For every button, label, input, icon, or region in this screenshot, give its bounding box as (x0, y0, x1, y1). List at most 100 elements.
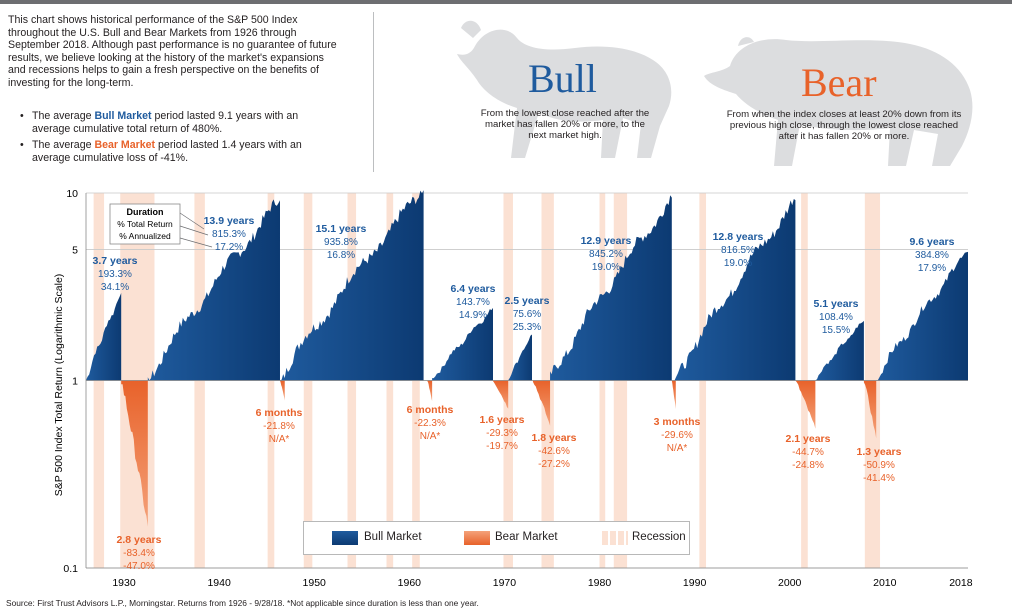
key-leader-line (179, 212, 205, 230)
x-tick-label: 1990 (683, 577, 707, 589)
bear-market-area (532, 380, 551, 426)
bear-duration-label: 1.3 years (857, 446, 902, 458)
bull-total-return-label: 193.3% (98, 269, 132, 280)
x-tick-label: 1980 (588, 577, 612, 589)
bear-annualized-label: N/A* (667, 443, 688, 454)
bear-annualized-label: -19.7% (486, 441, 518, 452)
bear-duration-label: 6 months (256, 407, 303, 419)
x-tick-label: 1960 (398, 577, 422, 589)
x-tick-label: 1970 (493, 577, 517, 589)
bear-market-area (863, 380, 877, 439)
bull-annualized-label: 19.0% (592, 262, 620, 273)
bullet-dot: • (20, 110, 24, 122)
bear-market-area (279, 380, 285, 401)
bull-market-area (147, 199, 280, 381)
bull-title: Bull (528, 56, 597, 101)
bull-market-area (279, 190, 424, 381)
bear-market-keyword: Bear Market (94, 139, 156, 152)
bull-total-return-label: 935.8% (324, 237, 358, 248)
bull-duration-label: 5.1 years (814, 298, 859, 310)
bear-annualized-label: -24.8% (792, 460, 824, 471)
bear-duration-label: 6 months (407, 404, 454, 416)
intro-bullets: • The average Bull Market period lasted … (18, 110, 338, 168)
chart-legend: Bull Market Bear Market Recession (303, 521, 690, 555)
legend-label-bear: Bear Market (495, 531, 558, 543)
bull-duration-label: 2.5 years (505, 295, 550, 307)
y-axis-title: S&P 500 Index Total Return (Logarithmic … (53, 274, 65, 497)
key-leader-line (179, 225, 209, 236)
x-tick-label: 2010 (873, 577, 897, 589)
intro-paragraph: This chart shows historical performance … (8, 14, 337, 89)
bull-total-return-label: 75.6% (513, 309, 541, 320)
y-tick-label: 10 (66, 188, 78, 200)
key-duration-label: Duration (127, 207, 164, 217)
bear-annualized-label: N/A* (420, 431, 441, 442)
key-leader-line (179, 237, 213, 248)
bear-annualized-label: N/A* (269, 434, 290, 445)
bull-silhouette-icon (457, 20, 672, 158)
bull-duration-label: 3.7 years (93, 255, 138, 267)
legend-label-recession: Recession (632, 531, 686, 543)
bull-annualized-label: 17.2% (215, 242, 243, 253)
bear-description: From when the index closes at least 20% … (726, 109, 962, 143)
bull-duration-label: 6.4 years (451, 283, 496, 295)
bull-duration-label: 12.8 years (713, 231, 764, 243)
bull-total-return-label: 815.3% (212, 229, 246, 240)
bullet-text: period lasted 1.4 years with an average … (32, 139, 302, 164)
bull-duration-label: 15.1 years (316, 223, 367, 235)
bull-annualized-label: 19.0% (724, 258, 752, 269)
bull-total-return-label: 816.5% (721, 245, 755, 256)
bear-duration-label: 3 months (654, 416, 701, 428)
bullet-text: The average (32, 110, 95, 122)
x-tick-label: 2000 (778, 577, 802, 589)
legend-swatch-bear (464, 531, 490, 545)
bear-annualized-label: -41.4% (863, 473, 895, 484)
header-divider (373, 12, 374, 172)
bull-description: From the lowest close reached after the … (480, 108, 650, 142)
bull-market-area (86, 293, 122, 381)
bull-total-return-label: 108.4% (819, 312, 853, 323)
bull-annualized-label: 34.1% (101, 282, 129, 293)
bear-silhouette-icon (704, 37, 973, 166)
bull-annualized-label: 14.9% (459, 310, 487, 321)
bear-total-return-label: -44.7% (792, 447, 824, 458)
bear-total-return-label: -42.6% (538, 446, 570, 457)
x-tick-label: 1930 (112, 577, 136, 589)
duration-key-box (109, 203, 181, 245)
bull-annualized-label: 17.9% (918, 263, 946, 274)
y-tick-label: 1 (72, 376, 78, 388)
x-tick-label: 1950 (303, 577, 327, 589)
bullet-bear-average: • The average Bear Market period lasted … (18, 139, 338, 164)
source-note: Source: First Trust Advisors L.P., Morni… (6, 598, 479, 608)
x-tick-label: 2018 (949, 577, 973, 589)
bear-title: Bear (801, 60, 877, 105)
x-tick-label: 1940 (207, 577, 231, 589)
bear-duration-label: 2.1 years (786, 433, 831, 445)
bear-total-return-label: -29.6% (661, 430, 693, 441)
bull-market-keyword: Bull Market (94, 110, 152, 122)
bear-market-area (671, 380, 676, 410)
bull-annualized-label: 25.3% (513, 322, 541, 333)
bear-market-area (427, 380, 433, 401)
bull-total-return-label: 143.7% (456, 297, 490, 308)
bull-duration-label: 13.9 years (204, 215, 255, 227)
bull-total-return-label: 845.2% (589, 249, 623, 260)
bear-duration-label: 1.6 years (480, 414, 525, 426)
key-total-label: % Total Return (117, 219, 173, 229)
bull-market-area (815, 320, 864, 381)
bullet-text: period lasted 9.1 years with an average … (32, 110, 299, 135)
y-tick-label: 5 (72, 244, 78, 256)
bull-duration-label: 9.6 years (910, 236, 955, 248)
legend-swatch-recession (602, 531, 628, 545)
legend-label-bull: Bull Market (364, 531, 422, 543)
bear-duration-label: 1.8 years (532, 432, 577, 444)
bear-total-return-label: -83.4% (123, 548, 155, 559)
legend-swatch-bull (332, 531, 358, 545)
bull-market-area (550, 195, 672, 381)
bear-total-return-label: -50.9% (863, 460, 895, 471)
bull-market-area (508, 334, 532, 381)
bull-market-area (432, 307, 494, 381)
bull-annualized-label: 16.8% (327, 250, 355, 261)
bear-total-return-label: -22.3% (414, 418, 446, 429)
